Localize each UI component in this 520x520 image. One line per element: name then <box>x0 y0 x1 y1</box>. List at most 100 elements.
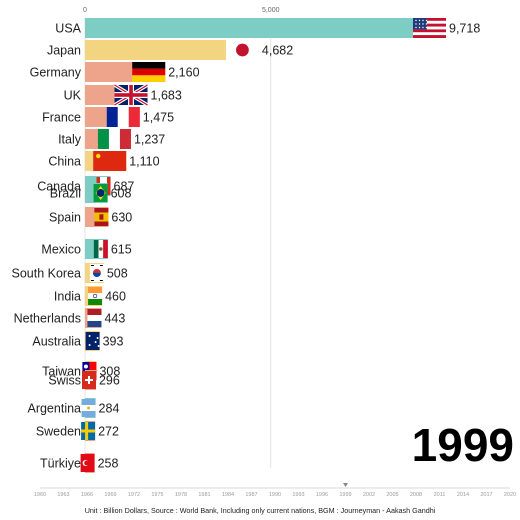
category-label: Mexico <box>41 243 81 257</box>
bar-row: Mexico 615 <box>41 239 132 259</box>
value-label: 508 <box>107 267 128 281</box>
bar <box>85 18 446 38</box>
mx-flag-icon <box>93 240 108 258</box>
value-label: 630 <box>111 211 132 225</box>
value-axis-tick-label: 5,000 <box>262 7 280 14</box>
category-label: Germany <box>30 66 82 80</box>
timeline-marker <box>343 483 348 487</box>
nl-flag-icon <box>87 309 102 327</box>
timeline-tick-label: 2020 <box>504 492 516 498</box>
value-label: 393 <box>103 335 124 349</box>
timeline-tick-label: 1972 <box>128 492 140 498</box>
value-label: 272 <box>98 425 119 439</box>
bar-row: Netherlands 443 <box>14 308 125 328</box>
value-label: 1,475 <box>143 111 174 125</box>
value-label: 2,160 <box>168 66 199 80</box>
bar-row: China 1,110 <box>48 151 160 171</box>
value-axis-tick-label: 0 <box>83 7 87 14</box>
value-label: 608 <box>111 187 132 201</box>
bar-row: Türkiye 258 <box>40 453 118 473</box>
kr-flag-icon <box>89 264 104 282</box>
category-label: Türkiye <box>40 457 81 471</box>
category-label: UK <box>64 89 82 103</box>
jp-flag-icon <box>225 40 259 60</box>
category-label: Sweden <box>36 425 81 439</box>
timeline-tick-label: 1963 <box>57 492 69 498</box>
bar-row: Sweden 272 <box>36 421 119 441</box>
tr-flag-icon <box>80 454 95 472</box>
bar-row: USA 9,718 <box>55 18 480 38</box>
se-flag-icon <box>81 422 96 440</box>
bar <box>85 40 259 60</box>
category-label: India <box>54 290 81 304</box>
timeline-tick-label: 1996 <box>316 492 328 498</box>
fr-flag-icon <box>106 107 140 127</box>
timeline-tick-label: 2008 <box>410 492 422 498</box>
timeline-tick-label: 1969 <box>104 492 116 498</box>
value-label: 1,110 <box>129 155 159 169</box>
timeline-tick-label: 1960 <box>34 492 46 498</box>
bar-row: Swiss 296 <box>48 370 120 390</box>
value-label: 460 <box>105 290 126 304</box>
uk-flag-icon <box>113 83 149 107</box>
bar-row: South Korea 508 <box>12 263 128 283</box>
value-label: 9,718 <box>449 22 480 36</box>
bar-row: Argentina 284 <box>27 398 119 418</box>
timeline-tick-label: 2011 <box>434 492 446 498</box>
timeline-tick-label: 2002 <box>363 492 375 498</box>
value-label: 4,682 <box>262 44 293 58</box>
category-label: China <box>48 155 81 169</box>
category-label: Spain <box>49 211 81 225</box>
category-label: Argentina <box>27 402 81 416</box>
br-flag-icon <box>93 184 108 202</box>
value-label: 443 <box>104 312 125 326</box>
value-label: 615 <box>111 243 132 257</box>
timeline-tick-label: 1975 <box>151 492 163 498</box>
bar-row: Spain 630 <box>49 207 132 227</box>
year-label: 1999 <box>411 419 514 471</box>
category-label: France <box>42 111 81 125</box>
ar-flag-icon <box>81 399 96 417</box>
timeline-tick-label: 2014 <box>457 492 469 498</box>
timeline-tick-label: 1984 <box>222 492 234 498</box>
category-label: Canada <box>37 180 81 194</box>
de-flag-icon <box>132 62 166 82</box>
value-label: 1,237 <box>134 133 165 147</box>
category-label: Brazil <box>50 187 81 201</box>
category-label: Swiss <box>48 374 81 388</box>
bar-row: UK 1,683 <box>64 83 182 107</box>
es-flag-icon <box>94 208 109 226</box>
category-label: USA <box>55 22 81 36</box>
timeline-tick-label: 1981 <box>198 492 210 498</box>
au-flag-icon <box>85 332 100 350</box>
ch-flag-icon <box>81 371 96 389</box>
in-flag-icon <box>88 287 103 305</box>
value-label: 687 <box>114 180 135 194</box>
value-label: 284 <box>99 402 120 416</box>
timeline-tick-label: 1987 <box>245 492 257 498</box>
bars-group: USA 9,718 Japan 4,682 Germany 2,160 UK 1,683 Fra… <box>12 18 480 473</box>
category-label: Taiwan <box>42 365 81 379</box>
value-label: 308 <box>99 365 120 379</box>
timeline-tick-label: 2005 <box>386 492 398 498</box>
category-label: Italy <box>58 133 82 147</box>
bar-row: Italy 1,237 <box>58 129 165 149</box>
timeline-tick-label: 2017 <box>480 492 492 498</box>
timeline-tick-label: 1978 <box>175 492 187 498</box>
bar-row: Germany 2,160 <box>30 62 200 82</box>
timeline-axis: 1960 1963 1966 1969 1972 1975 1978 1981 1984 1987… <box>34 483 516 498</box>
value-label: 1,683 <box>151 89 182 103</box>
category-label: Japan <box>47 44 81 58</box>
category-label: Australia <box>32 335 81 349</box>
bar-row: Brazil 608 <box>50 183 132 203</box>
timeline-tick-label: 1993 <box>292 492 304 498</box>
category-label: Netherlands <box>14 312 81 326</box>
category-label: South Korea <box>12 267 82 281</box>
footer-note: Unit : Billion Dollars, Source : World B… <box>84 506 436 515</box>
value-label: 258 <box>98 457 119 471</box>
bar-row: India 460 <box>54 286 126 306</box>
value-label: 296 <box>99 374 120 388</box>
timeline-tick-label: 1990 <box>269 492 281 498</box>
bar-row: France 1,475 <box>42 107 174 127</box>
